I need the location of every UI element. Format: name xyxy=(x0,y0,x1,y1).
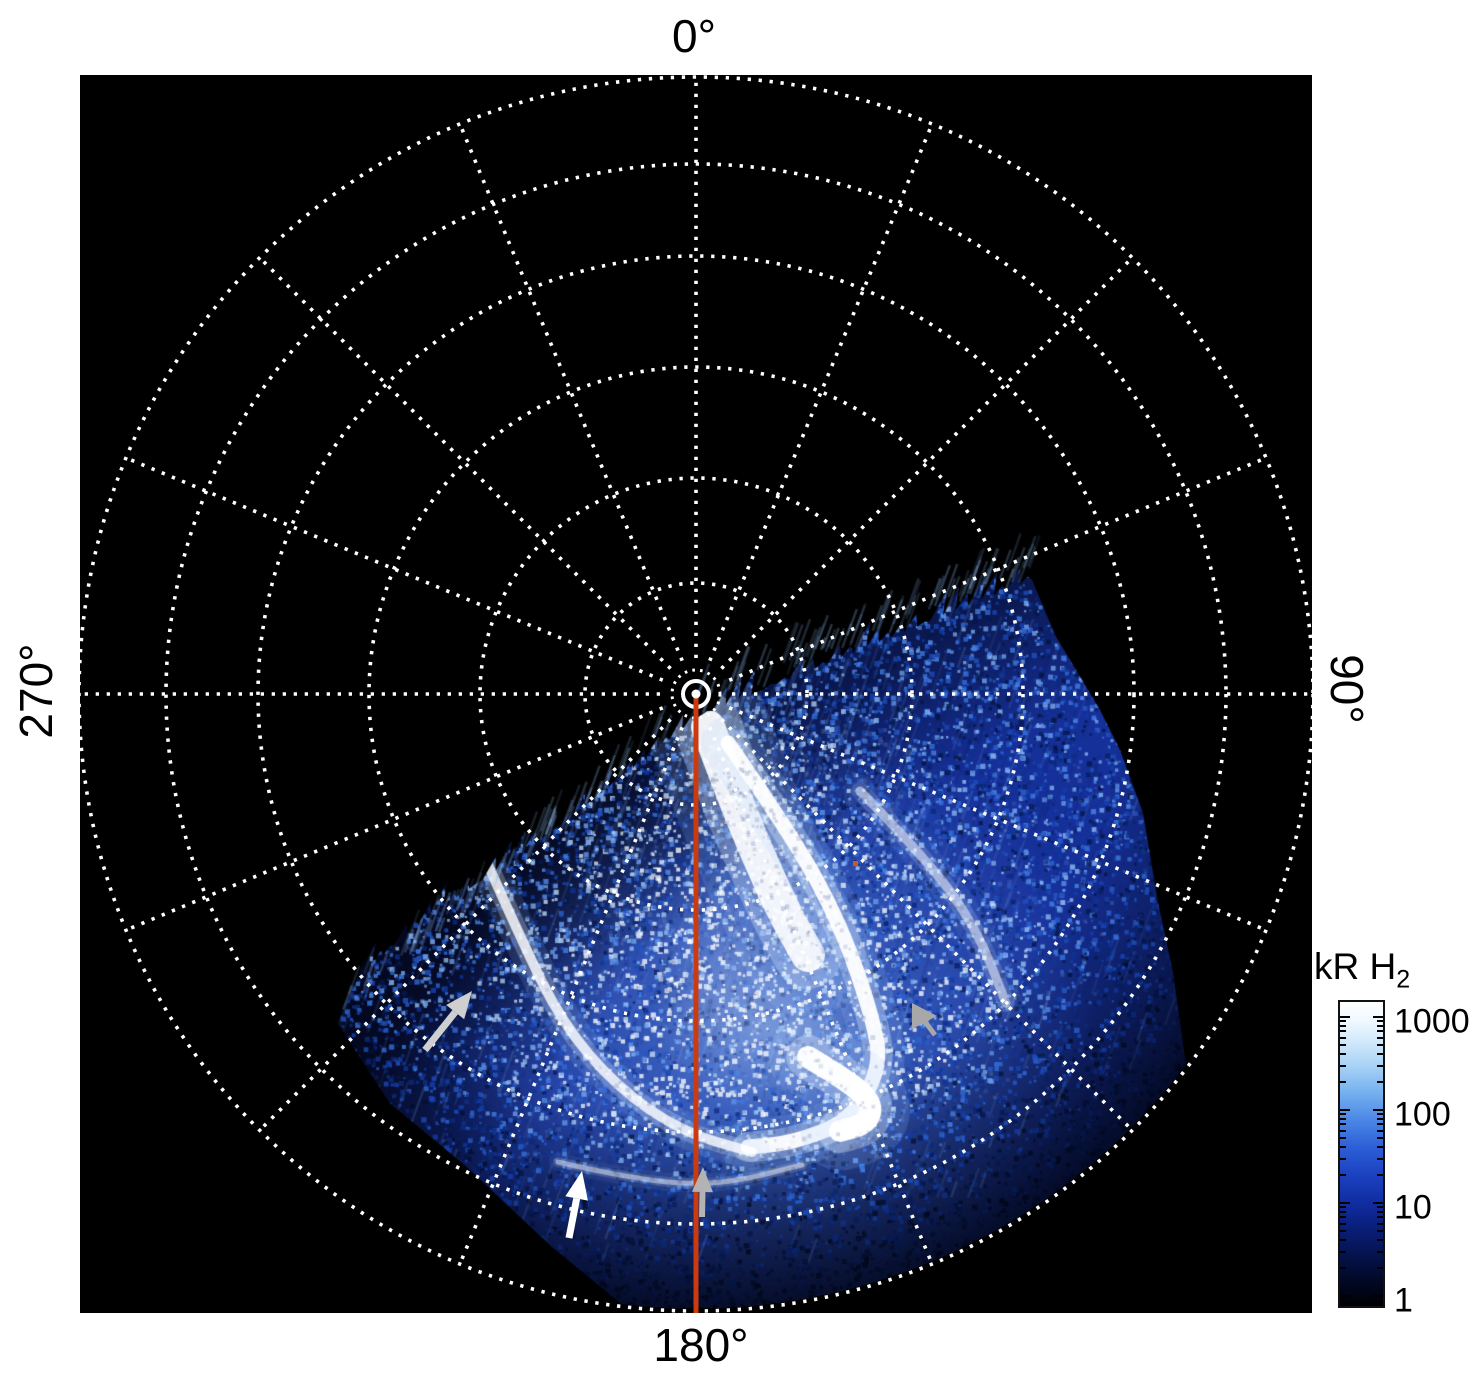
grid-spoke xyxy=(458,726,684,1265)
grid-ring xyxy=(478,476,914,912)
colorbar-tick xyxy=(1340,1020,1346,1023)
colorbar-tick xyxy=(1377,1157,1383,1160)
colorbar-tick xyxy=(1340,1043,1346,1046)
colorbar-tick xyxy=(1373,1109,1383,1111)
hot-pixel-dot xyxy=(853,861,858,866)
colorbar-tick xyxy=(1340,1206,1346,1209)
colorbar-tick xyxy=(1340,1136,1346,1139)
colorbar-tick-label: 1 xyxy=(1394,1281,1413,1320)
colorbar-tick xyxy=(1377,1250,1383,1253)
colorbar-tick xyxy=(1340,1211,1346,1213)
colorbar-tick xyxy=(1377,1136,1383,1139)
grid-ring xyxy=(583,581,809,807)
colorbar-tick xyxy=(1340,1157,1346,1160)
colorbar-tick xyxy=(1377,1174,1383,1176)
colorbar-tick xyxy=(1340,1222,1346,1225)
grid-ring xyxy=(367,365,1025,1023)
arrow-low-lat-arc-head xyxy=(565,1171,588,1201)
colorbar-tick xyxy=(1340,1036,1346,1039)
colorbar-tick xyxy=(1377,1020,1383,1023)
angle-label-270: 270° xyxy=(10,643,62,739)
colorbar-title: kR H2 xyxy=(1314,946,1410,994)
colorbar-title-text: kR H xyxy=(1314,946,1397,987)
colorbar-tick xyxy=(1377,1025,1383,1027)
colorbar-gradient xyxy=(1338,1000,1385,1308)
colorbar-tick xyxy=(1340,1113,1346,1116)
colorbar-tick xyxy=(1377,1229,1383,1232)
grid-spoke xyxy=(708,123,934,662)
colorbar-tick xyxy=(1340,1229,1346,1232)
colorbar-tick xyxy=(1340,1118,1346,1120)
colorbar-tick xyxy=(1377,1146,1383,1148)
colorbar-tick xyxy=(1373,1202,1383,1204)
colorbar-tick xyxy=(1377,1123,1383,1126)
angle-label-90: 90° xyxy=(1321,654,1373,724)
grid-spoke xyxy=(720,718,1134,1132)
colorbar-tick xyxy=(1377,1206,1383,1209)
colorbar-tick xyxy=(1340,1081,1346,1083)
colorbar-title-sub: 2 xyxy=(1396,965,1411,994)
colorbar-tick xyxy=(1377,1081,1383,1083)
grid-spoke xyxy=(258,718,672,1132)
grid-spoke xyxy=(708,726,934,1265)
colorbar-tick xyxy=(1340,1202,1350,1204)
colorbar-tick xyxy=(1340,1030,1346,1033)
grid-spoke xyxy=(258,256,672,670)
arrow-dawn-arc xyxy=(912,1003,937,1029)
colorbar-tick xyxy=(1377,1036,1383,1039)
colorbar-tick xyxy=(1377,1053,1383,1055)
grid-center-dot xyxy=(691,689,701,699)
colorbar-tick xyxy=(1340,1267,1346,1269)
grid-spoke xyxy=(728,456,1267,682)
arrow-meridian-head xyxy=(692,1167,713,1193)
colorbar-tick xyxy=(1340,1250,1346,1253)
polar-plot-area xyxy=(80,75,1312,1313)
colorbar-tick xyxy=(1340,1129,1346,1132)
colorbar-tick xyxy=(1340,1216,1346,1219)
grid-spoke xyxy=(458,123,684,662)
colorbar-tick xyxy=(1377,1064,1383,1067)
colorbar-tick xyxy=(1377,1239,1383,1241)
arrow-meridian-shaft xyxy=(699,1191,706,1218)
colorbar-tick-label: 10 xyxy=(1394,1188,1432,1227)
colorbar-tick xyxy=(1377,1043,1383,1046)
colorbar-tick xyxy=(1373,1016,1383,1018)
colorbar-tick xyxy=(1340,1123,1346,1126)
colorbar-tick xyxy=(1373,1295,1383,1297)
colorbar-tick xyxy=(1377,1113,1383,1116)
colorbar-tick xyxy=(1340,1064,1346,1067)
arrow-dawn-arc-tail xyxy=(921,1017,937,1037)
grid-inner-dotted-ring xyxy=(670,668,722,720)
colorbar-tick xyxy=(1340,1053,1346,1055)
polar-grid-overlay xyxy=(80,75,1312,1313)
colorbar-tick xyxy=(1377,1216,1383,1219)
grid-spoke xyxy=(720,256,1134,670)
grid-ring xyxy=(256,254,1136,1134)
colorbar-tick xyxy=(1377,1030,1383,1033)
colorbar-tick xyxy=(1340,1146,1346,1148)
colorbar-tick xyxy=(1377,1222,1383,1225)
arrow-low-lat-arc-shaft xyxy=(565,1197,581,1239)
angle-label-180: 180° xyxy=(653,1319,749,1371)
colorbar-tick xyxy=(1340,1109,1350,1111)
colorbar-tick-label: 1000 xyxy=(1394,1002,1470,1041)
colorbar-tick xyxy=(1340,1174,1346,1176)
colorbar-tick xyxy=(1340,1016,1350,1018)
angle-label-0: 0° xyxy=(672,10,716,62)
grid-spoke xyxy=(125,456,664,682)
colorbar-tick xyxy=(1377,1267,1383,1269)
arrow-dusk-arc-shaft xyxy=(422,1009,458,1053)
grid-spoke xyxy=(728,706,1267,932)
colorbar-tick xyxy=(1340,1025,1346,1027)
colorbar-tick xyxy=(1340,1295,1350,1297)
colorbar-tick xyxy=(1377,1211,1383,1213)
grid-spoke xyxy=(125,706,664,932)
arrow-dusk-arc-head xyxy=(446,991,472,1020)
colorbar-tick xyxy=(1377,1129,1383,1132)
grid-ring xyxy=(164,162,1228,1226)
colorbar-tick xyxy=(1340,1239,1346,1241)
colorbar-tick xyxy=(1377,1118,1383,1120)
colorbar-tick-label: 100 xyxy=(1394,1095,1451,1134)
